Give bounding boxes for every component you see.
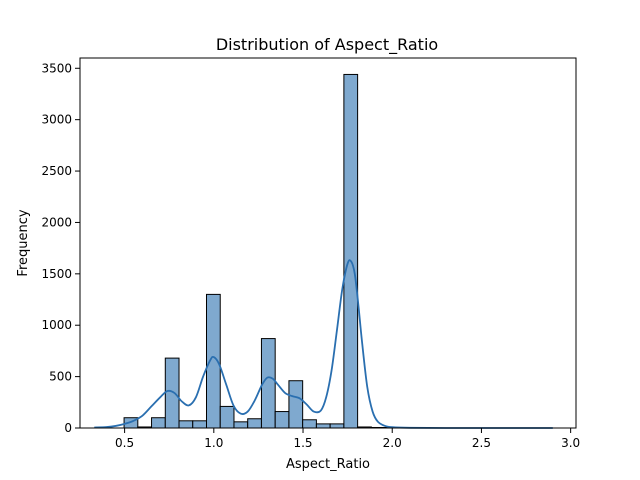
- histogram-bar: [178, 420, 194, 429]
- histogram-bar: [233, 421, 249, 429]
- histogram-bar: [274, 411, 290, 429]
- y-tick-label: 3500: [41, 61, 72, 75]
- histogram-bar: [329, 423, 345, 429]
- x-tick-label: 1.0: [204, 436, 223, 450]
- x-axis-ticks: 0.5 1.0 1.5 2.0 2.5 3.0: [115, 428, 580, 450]
- histogram-bar: [315, 423, 331, 429]
- x-tick-label: 2.5: [472, 436, 491, 450]
- histogram-bar: [343, 73, 359, 429]
- plot-frame: [79, 57, 577, 429]
- bars-group: [123, 73, 400, 429]
- x-tick-label: 2.0: [383, 436, 402, 450]
- chart-title: Distribution of Aspect_Ratio: [216, 35, 438, 55]
- kde-curve: [94, 259, 553, 429]
- y-tick-label: 0: [64, 421, 72, 435]
- y-tick-label: 2500: [41, 164, 72, 178]
- y-tick-label: 500: [49, 370, 72, 384]
- histogram-bar: [302, 419, 317, 429]
- y-tick-label: 3000: [41, 113, 72, 127]
- histogram-bar: [151, 417, 166, 429]
- y-tick-label: 1000: [41, 318, 72, 332]
- y-axis-label: Frequency: [16, 209, 31, 276]
- histogram-bar: [164, 357, 180, 429]
- histogram-bar: [288, 380, 304, 429]
- histogram-bar: [192, 420, 207, 429]
- x-axis-label: Aspect_Ratio: [286, 457, 370, 472]
- x-tick-label: 0.5: [115, 436, 134, 450]
- x-tick-label: 3.0: [561, 436, 580, 450]
- y-tick-label: 2000: [41, 215, 72, 229]
- y-axis-ticks: 0 500 1000 1500 2000 2500 3000 3500: [41, 61, 80, 435]
- histogram-bar: [219, 405, 235, 429]
- histogram-bar: [247, 418, 262, 429]
- y-tick-label: 1500: [41, 267, 72, 281]
- x-tick-label: 1.5: [293, 436, 312, 450]
